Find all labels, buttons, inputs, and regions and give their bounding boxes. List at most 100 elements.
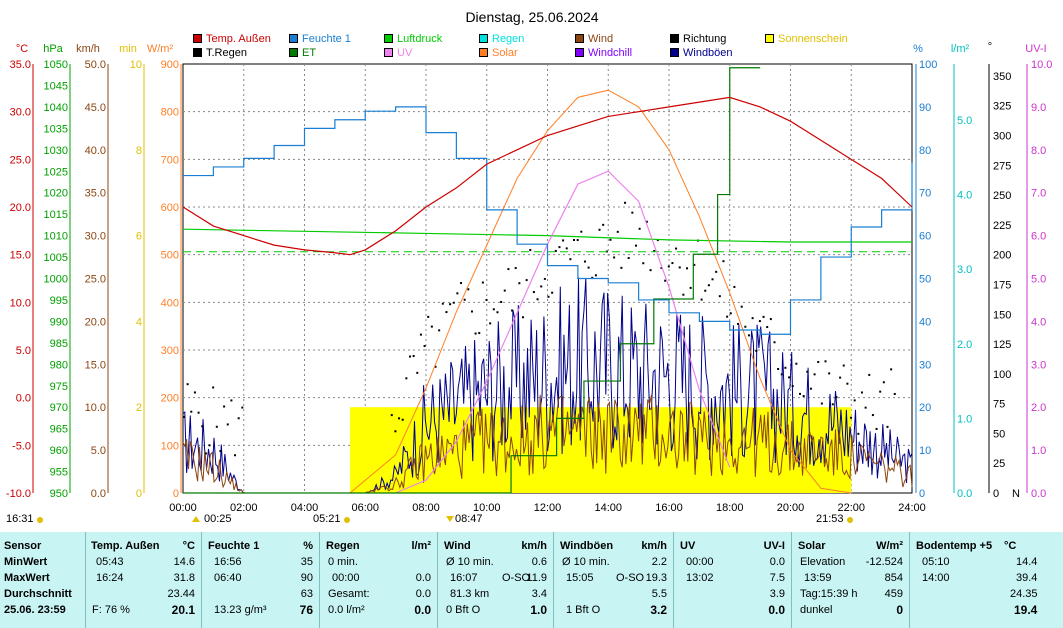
deg-tick-label: 275: [993, 160, 1011, 172]
kmh-tick-label: 25.0: [85, 274, 106, 286]
uvi-tick-label: 4.0: [1031, 316, 1046, 328]
direction-point: [540, 285, 543, 288]
direction-point: [507, 268, 510, 271]
solar-column: Solar W/m² Elevation -12.524 13:59 854 T…: [792, 532, 910, 628]
solar-r3-value: 459: [884, 588, 903, 600]
direction-point: [186, 383, 189, 386]
time-tick-label: 22:00: [837, 502, 865, 514]
temp-tick-label: -5.0: [12, 440, 31, 452]
direction-point: [474, 332, 477, 335]
wind-r1: Ø 10 min.: [446, 556, 494, 568]
percent-tick-label: 90: [919, 102, 931, 114]
direction-point: [470, 310, 473, 313]
direction-point: [208, 444, 211, 447]
kmh-tick-label: 10.0: [85, 402, 106, 414]
legend-label: Windchill: [588, 47, 633, 59]
soil-r2-value: 39.4: [1016, 572, 1038, 584]
temp-tick-label: -10.0: [6, 488, 31, 500]
direction-point: [478, 332, 481, 335]
percent-tick-label: 100: [919, 59, 937, 71]
min-tick-label: 8: [136, 145, 142, 157]
direction-point: [682, 293, 685, 296]
direction-point: [744, 325, 747, 328]
time-tick-label: 12:00: [534, 502, 562, 514]
direction-point: [543, 277, 546, 280]
deg-unit-label: °: [988, 41, 992, 53]
solar-unit: W/m²: [876, 540, 903, 552]
lm2-unit-label: l/m²: [951, 43, 970, 55]
soil-r2: 14:00: [922, 572, 950, 584]
temp-avg: 23.44: [167, 588, 195, 600]
gust-r1-value: 2.2: [651, 556, 667, 568]
kmh-tick-label: 20.0: [85, 316, 106, 328]
direction-point: [715, 270, 718, 273]
direction-point: [438, 329, 441, 332]
direction-point: [562, 239, 565, 242]
direction-point: [558, 246, 561, 249]
pressure-series: [182, 228, 912, 243]
wind-r1-value: 0.6: [531, 556, 547, 568]
legend-swatch: [670, 48, 679, 57]
percent-tick-label: 70: [919, 188, 931, 200]
lm2-tick-label: 5.0: [957, 115, 972, 127]
direction-point: [230, 399, 233, 402]
hpa-tick-label: 1050: [44, 59, 68, 71]
rain-now: 0.0: [414, 603, 431, 617]
soil-unit: °C: [1004, 540, 1017, 552]
direction-point: [642, 262, 645, 265]
deg-tick-label: 50: [993, 428, 1005, 440]
direction-point: [890, 368, 893, 371]
hpa-tick-label: 960: [50, 445, 68, 457]
direction-point: [398, 417, 401, 420]
uv-r1: 00:00: [686, 556, 714, 568]
rain-r2-value: 0.0: [415, 572, 431, 584]
direction-point: [886, 425, 889, 428]
uv-r1-value: 0.0: [769, 556, 785, 568]
direction-point: [817, 360, 820, 363]
legend-item: Sonnenschein: [765, 33, 848, 45]
uv-unit: UV-I: [763, 540, 785, 552]
direction-point: [427, 315, 430, 318]
direction-point: [777, 368, 780, 371]
legend-label: ET: [302, 47, 317, 59]
direction-point: [638, 227, 641, 230]
direction-point: [456, 292, 459, 295]
kmh-tick-label: 30.0: [85, 231, 106, 243]
time-tick-label: 04:00: [291, 502, 319, 514]
lm2-tick-label: 0.0: [957, 488, 972, 500]
uvi-tick-label: 8.0: [1031, 145, 1046, 157]
direction-point: [802, 395, 805, 398]
direction-point: [219, 450, 222, 453]
kmh-tick-label: 35.0: [85, 188, 106, 200]
percent-tick-label: 80: [919, 145, 931, 157]
solar-series: [349, 89, 852, 494]
direction-point: [201, 425, 204, 428]
hum-unit: %: [303, 540, 313, 552]
hpa-tick-label: 965: [50, 424, 68, 436]
direction-point: [551, 291, 554, 294]
direction-point: [737, 322, 740, 325]
wm2-tick-label: 900: [161, 59, 179, 71]
direction-point: [751, 317, 754, 320]
temp-now: 20.1: [171, 603, 195, 617]
direction-point: [809, 387, 812, 390]
rain-r3-value: 0.0: [415, 588, 431, 600]
percent-tick-label: 0: [919, 488, 925, 500]
direction-point: [762, 315, 765, 318]
direction-point: [412, 354, 415, 357]
direction-point: [212, 386, 215, 389]
direction-point: [416, 371, 419, 374]
direction-point: [434, 365, 437, 368]
direction-point: [489, 322, 492, 325]
hpa-tick-label: 980: [50, 359, 68, 371]
moonrise-icon: [192, 516, 200, 522]
temp-tick-label: 25.0: [10, 154, 31, 166]
direction-point: [631, 211, 634, 214]
hpa-unit-label: hPa: [43, 43, 63, 55]
direction-point: [667, 265, 670, 268]
legend-swatch: [670, 34, 679, 43]
direction-point: [613, 256, 616, 259]
direction-point: [514, 267, 517, 270]
direction-point: [627, 257, 630, 260]
direction-point: [653, 250, 656, 253]
